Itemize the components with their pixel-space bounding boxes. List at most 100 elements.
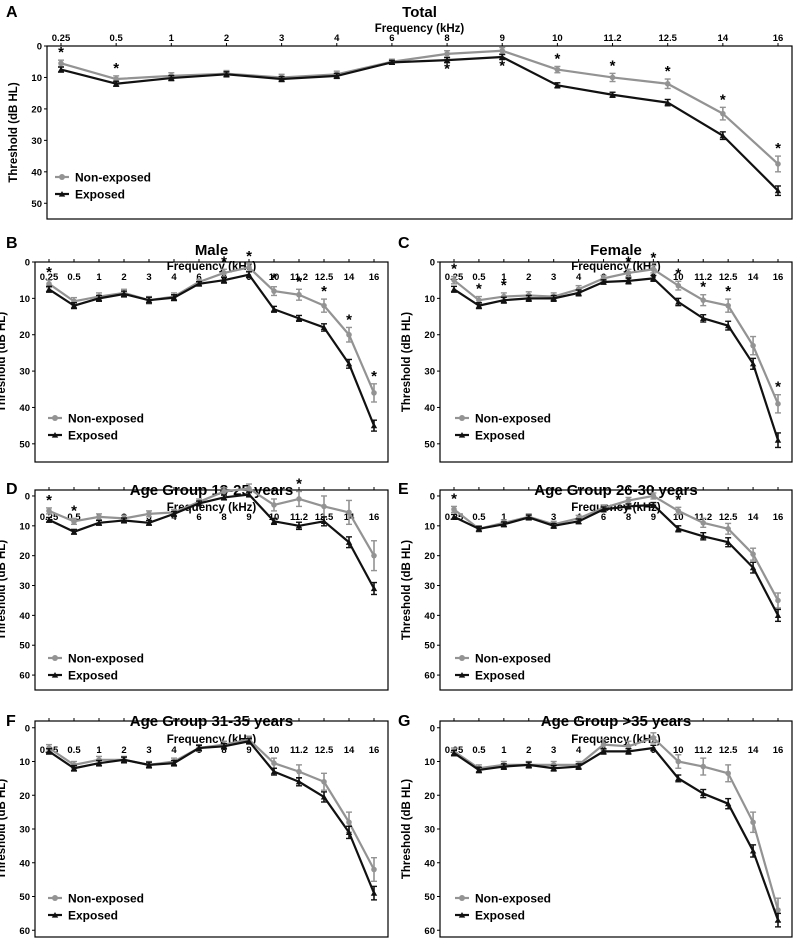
significance-marker: * — [346, 311, 352, 328]
data-point-exposed — [609, 91, 616, 98]
y-tick-label: 30 — [424, 367, 435, 378]
data-point-exposed — [475, 766, 483, 773]
data-point-non-exposed — [775, 907, 781, 913]
x-tick-label: 14 — [748, 272, 759, 283]
data-point-exposed — [550, 522, 557, 529]
x-tick-label: 9 — [500, 33, 505, 44]
y-tick-label: 0 — [25, 258, 30, 269]
x-tick-label: 11.2 — [290, 272, 308, 283]
panel-letter: B — [6, 235, 18, 252]
significance-marker: * — [451, 490, 457, 507]
data-point-non-exposed — [371, 552, 377, 559]
data-point-non-exposed — [675, 508, 682, 514]
y-tick-label: 40 — [424, 858, 435, 869]
y-tick-label: 60 — [19, 926, 30, 937]
x-tick-label: 9 — [246, 745, 251, 756]
data-point-non-exposed — [346, 819, 352, 826]
data-point-non-exposed — [625, 743, 632, 750]
data-point-exposed — [475, 525, 483, 532]
data-point-non-exposed — [750, 819, 756, 826]
x-tick-label: 1 — [96, 272, 102, 283]
data-point-non-exposed — [725, 302, 731, 309]
y-tick-label: 0 — [430, 258, 435, 269]
y-tick-label: 20 — [19, 791, 30, 802]
data-point-non-exposed — [700, 297, 707, 303]
data-point-exposed — [719, 132, 727, 139]
data-point-exposed — [278, 76, 285, 82]
x-tick-label: 6 — [389, 33, 394, 44]
data-point-exposed — [525, 295, 532, 301]
x-tick-label: 16 — [369, 512, 380, 523]
legend-label: Non-exposed — [75, 171, 151, 185]
x-tick-label: 12.5 — [719, 272, 738, 283]
data-point-exposed — [320, 793, 328, 800]
data-point-exposed — [245, 738, 253, 744]
data-point-exposed — [245, 491, 253, 498]
legend-marker-triangle — [51, 432, 59, 438]
data-point-exposed — [370, 422, 378, 429]
y-tick-label: 10 — [424, 757, 435, 768]
data-point-exposed — [500, 521, 508, 527]
x-tick-label: 0.5 — [67, 512, 81, 523]
data-point-non-exposed — [554, 66, 561, 73]
series-line-non-exposed — [453, 268, 780, 405]
significance-marker: * — [246, 248, 252, 265]
significance-marker: * — [675, 491, 681, 508]
y-tick-label: 0 — [430, 723, 435, 734]
legend-marker-triangle — [51, 912, 59, 918]
y-tick-label: 40 — [19, 858, 30, 869]
significance-marker: * — [665, 63, 671, 80]
x-tick-label: 0.5 — [67, 745, 81, 756]
y-tick-label: 30 — [19, 367, 30, 378]
data-point-exposed — [749, 564, 757, 571]
x-tick-label: 16 — [369, 272, 380, 283]
data-point-exposed — [168, 75, 175, 81]
x-tick-label: 10 — [269, 272, 280, 283]
data-point-exposed — [333, 72, 340, 79]
significance-marker: * — [725, 283, 731, 300]
data-point-non-exposed — [476, 297, 482, 303]
x-axis-label: Frequency (kHz) — [571, 261, 661, 273]
data-point-exposed — [120, 517, 128, 524]
data-point-non-exposed — [58, 60, 64, 67]
y-tick-label: 50 — [19, 641, 30, 652]
panel-letter: E — [398, 481, 409, 498]
x-tick-label: 10 — [269, 745, 280, 756]
data-point-exposed — [120, 291, 128, 297]
data-point-non-exposed — [46, 281, 52, 287]
data-point-non-exposed — [725, 770, 731, 777]
series-line-exposed — [453, 746, 780, 921]
x-tick-label: 12.5 — [719, 745, 738, 756]
data-point-exposed — [120, 756, 128, 763]
legend-label: Exposed — [475, 429, 525, 443]
significance-marker: * — [554, 50, 560, 67]
y-tick-label: 20 — [424, 551, 435, 562]
data-point-non-exposed — [271, 502, 277, 508]
x-tick-label: 2 — [526, 745, 531, 756]
x-tick-label: 4 — [576, 272, 582, 283]
data-point-non-exposed — [271, 288, 277, 294]
y-tick-label: 40 — [19, 611, 30, 622]
data-point-exposed — [774, 437, 782, 443]
data-point-exposed — [724, 539, 732, 545]
x-tick-label: 14 — [344, 272, 355, 283]
data-point-exposed — [724, 800, 732, 807]
data-point-exposed — [245, 271, 253, 278]
data-point-exposed — [145, 761, 153, 768]
legend: Non-exposed Exposed — [48, 892, 144, 923]
x-tick-label: 4 — [171, 512, 177, 523]
data-point-non-exposed — [296, 291, 302, 298]
data-point-exposed — [749, 360, 757, 367]
y-tick-label: 30 — [19, 581, 30, 592]
data-point-exposed — [270, 768, 278, 775]
x-tick-label: 8 — [221, 512, 226, 523]
x-tick-label: 12.5 — [658, 33, 677, 44]
x-tick-label: 4 — [171, 272, 177, 283]
data-point-exposed — [295, 315, 303, 321]
data-point-non-exposed — [625, 270, 632, 276]
y-tick-label: 0 — [37, 42, 42, 53]
x-tick-label: 16 — [773, 33, 784, 44]
y-tick-label: 10 — [19, 521, 30, 532]
y-tick-label: 20 — [424, 791, 435, 802]
data-point-exposed — [625, 277, 632, 284]
